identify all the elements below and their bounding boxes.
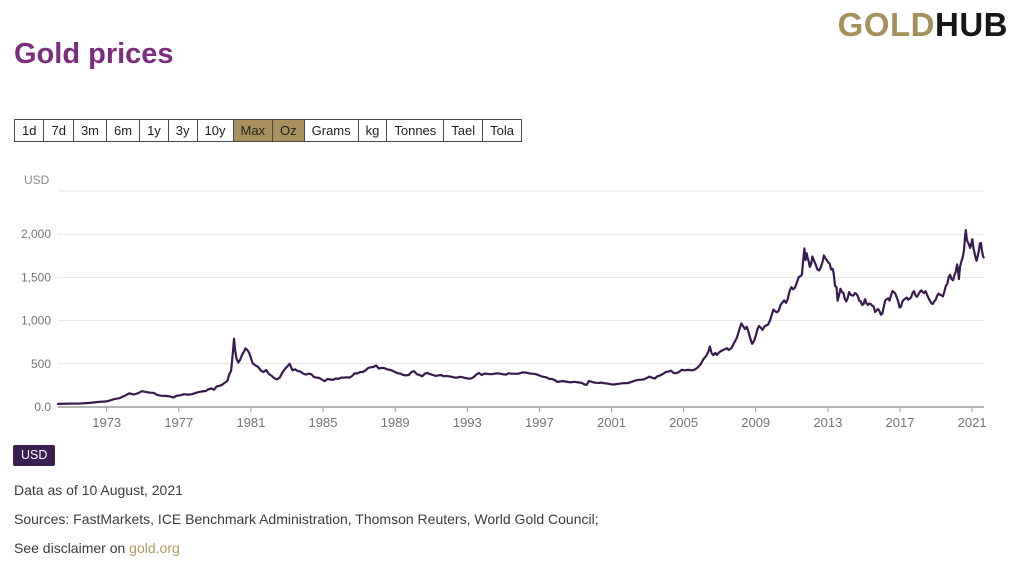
unit-button-tonnes[interactable]: Tonnes: [386, 119, 445, 142]
x-tick-label: 1993: [453, 415, 482, 430]
gold-org-link[interactable]: gold.org: [129, 540, 180, 556]
range-button-max[interactable]: Max: [232, 119, 274, 142]
unit-button-grams[interactable]: Grams: [303, 119, 359, 142]
unit-button-group: Oz Grams kg Tonnes Tael Tola: [272, 119, 522, 142]
range-button-3m[interactable]: 3m: [72, 119, 107, 142]
y-axis-unit-label: USD: [24, 173, 50, 187]
unit-button-tola[interactable]: Tola: [482, 119, 522, 142]
y-tick-label: 1,500: [21, 270, 51, 284]
page-title: Gold prices: [14, 38, 174, 70]
range-button-7d[interactable]: 7d: [43, 119, 74, 142]
x-tick-label: 1981: [236, 415, 265, 430]
x-tick-label: 2001: [597, 415, 626, 430]
y-tick-label: 0.0: [34, 400, 51, 414]
range-button-10y[interactable]: 10y: [196, 119, 234, 142]
x-tick-label: 2013: [813, 415, 842, 430]
range-button-6m[interactable]: 6m: [106, 119, 141, 142]
x-tick-label: 1977: [164, 415, 193, 430]
range-button-3y[interactable]: 3y: [167, 119, 198, 142]
goldhub-logo: GOLDHUB: [838, 8, 1008, 41]
price-line: [56, 228, 985, 405]
logo-hub-text: HUB: [935, 6, 1008, 43]
x-tick-label: 1973: [92, 415, 121, 430]
x-tick-label: 2017: [886, 415, 915, 430]
unit-button-kg[interactable]: kg: [357, 119, 388, 142]
x-tick-label: 1997: [525, 415, 554, 430]
range-button-1y[interactable]: 1y: [139, 119, 169, 142]
range-button-1d[interactable]: 1d: [14, 119, 45, 142]
disclaimer-text: See disclaimer on: [14, 540, 130, 556]
y-tick-label: 1,000: [21, 314, 51, 328]
data-as-of-text: Data as of 10 August, 2021: [14, 482, 183, 498]
x-tick-label: 1989: [381, 415, 410, 430]
unit-button-oz[interactable]: Oz: [272, 119, 305, 142]
logo-gold-text: GOLD: [837, 6, 935, 43]
series-legend-badge: USD: [13, 445, 56, 466]
y-tick-label: 2,000: [21, 227, 51, 241]
x-tick-label: 2021: [958, 415, 987, 430]
range-button-group: 1d 7d 3m 6m 1y 3y 10y Max: [14, 119, 274, 142]
x-tick-label: 2005: [669, 415, 698, 430]
sources-text: Sources: FastMarkets, ICE Benchmark Admi…: [14, 511, 599, 527]
y-tick-label: 500: [31, 357, 51, 371]
gold-price-chart: 2,000 1,500 1,000 500 0.0 USD 1973 1977 1981 1985…: [21, 173, 987, 430]
x-tick-label: 1985: [309, 415, 338, 430]
disclaimer-line: See disclaimer on gold.org: [14, 540, 180, 557]
x-tick-label: 2009: [741, 415, 770, 430]
unit-button-tael[interactable]: Tael: [443, 119, 484, 142]
